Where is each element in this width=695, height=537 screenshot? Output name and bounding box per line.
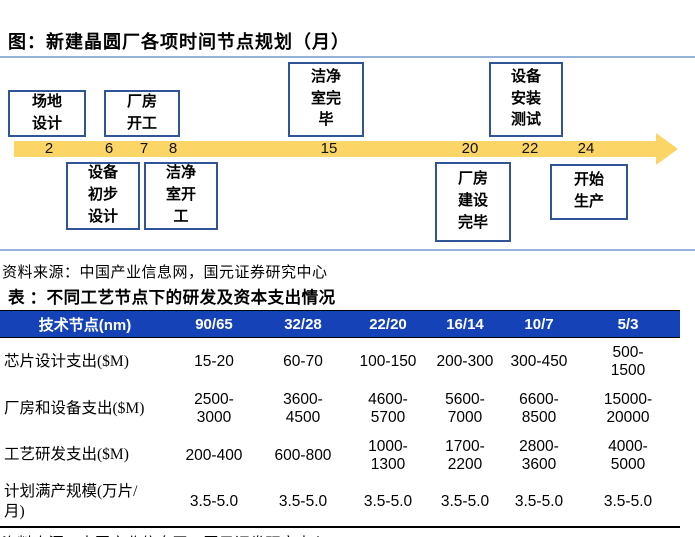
cell-value: 15-20 xyxy=(194,352,234,370)
row-label-process-rnd-spend: 工艺研发支出($M) xyxy=(4,446,129,464)
cell-value: 600-800 xyxy=(274,446,332,464)
timeline-tick-2: 2 xyxy=(44,140,54,157)
cell-value: 2800- 3600 xyxy=(519,437,559,473)
milestone-equip-prelim-design: 设备 初步 设计 xyxy=(66,162,140,230)
col-header-1614: 16/14 xyxy=(428,310,502,338)
cell-value: 3.5-5.0 xyxy=(189,493,239,511)
cell-value: 3.5-5.0 xyxy=(603,493,653,511)
cell-value: 60-70 xyxy=(283,352,323,370)
cell-value: 4000- 5000 xyxy=(608,437,648,473)
cell-value: 3.5-5.0 xyxy=(440,493,490,511)
milestone-plant-complete: 厂房 建设 完毕 xyxy=(435,162,511,242)
row-label-plant-equip-spend: 厂房和设备支出($M) xyxy=(4,399,145,417)
table-row: 工艺研发支出($M) 200-400 600-800 1000- 1300 17… xyxy=(0,433,680,479)
cell-value: 1000- 1300 xyxy=(368,437,408,473)
clipped-bottom-source-note: 资料来源：中国产业信息网，国元证券研究中心 xyxy=(2,532,328,537)
col-header-53: 5/3 xyxy=(576,310,680,338)
timeline-tick-15: 15 xyxy=(320,140,338,157)
table-title: 表 ：不同工艺节点下的研发及资本支出情况 xyxy=(8,288,336,307)
timeline-tick-24: 24 xyxy=(577,140,595,157)
timeline-tick-8: 8 xyxy=(168,140,178,157)
title-separator-line xyxy=(0,56,695,58)
cell-value: 3600- 4500 xyxy=(283,391,323,426)
cell-value: 2500- 3000 xyxy=(194,391,234,426)
cell-value: 4600- 5700 xyxy=(368,391,408,426)
row-label-chip-design: 芯片设计支出($M) xyxy=(4,352,129,370)
col-header-9065: 90/65 xyxy=(170,310,258,338)
milestone-cleanroom-done: 洁净 室完 毕 xyxy=(288,62,364,137)
cell-value: 6600- 8500 xyxy=(519,391,559,426)
table-row: 计划满产规模(万片/ 月) 3.5-5.0 3.5-5.0 3.5-5.0 3.… xyxy=(0,479,680,527)
milestone-cleanroom-start: 洁净 室开 工 xyxy=(144,162,218,230)
cell-value: 3.5-5.0 xyxy=(514,493,564,511)
milestone-production-start: 开始 生产 xyxy=(550,164,628,220)
milestone-equip-install-test: 设备 安装 测试 xyxy=(489,62,563,137)
col-header-107: 10/7 xyxy=(502,310,576,338)
timeline-tick-22: 22 xyxy=(521,140,539,157)
timeline-arrow-band xyxy=(14,141,656,157)
cell-value: 3.5-5.0 xyxy=(363,493,413,511)
table-row: 芯片设计支出($M) 15-20 60-70 100-150 200-300 3… xyxy=(0,338,680,386)
cell-value: 5600- 7000 xyxy=(445,391,485,426)
cell-value: 500- 1500 xyxy=(610,343,646,379)
cell-value: 200-400 xyxy=(185,446,243,464)
timeline-arrow-head-icon xyxy=(656,133,678,165)
timeline-tick-20: 20 xyxy=(461,140,479,157)
source-note: 资料来源：中国产业信息网，国元证券研究中心 xyxy=(2,265,328,281)
process-node-spend-table: 技术节点(nm) 90/65 32/28 22/20 16/14 10/7 5/… xyxy=(0,310,680,528)
cell-value: 300-450 xyxy=(510,352,568,370)
row-label-planned-capacity: 计划满产规模(万片/ 月) xyxy=(4,482,138,520)
cell-value: 15000- 20000 xyxy=(603,391,653,426)
section-separator-line xyxy=(0,249,695,251)
cell-value: 3.5-5.0 xyxy=(278,493,328,511)
milestone-site-design: 场地 设计 xyxy=(8,90,86,137)
timeline-tick-6: 6 xyxy=(104,140,114,157)
cell-value: 100-150 xyxy=(359,352,417,370)
col-header-2220: 22/20 xyxy=(348,310,428,338)
figure-title: 图：新建晶圆厂各项时间节点规划（月） xyxy=(8,32,350,52)
fab-timeline-diagram: 场地 设计 厂房 开工 洁净 室完 毕 设备 安装 测试 2 6 7 8 15 … xyxy=(0,58,695,248)
milestone-plant-start: 厂房 开工 xyxy=(104,90,180,137)
col-header-node: 技术节点(nm) xyxy=(0,310,170,338)
cell-value: 200-300 xyxy=(436,352,494,370)
table-row: 厂房和设备支出($M) 2500- 3000 3600- 4500 4600- … xyxy=(0,386,680,433)
timeline-tick-7: 7 xyxy=(139,140,149,157)
table-header-row: 技术节点(nm) 90/65 32/28 22/20 16/14 10/7 5/… xyxy=(0,310,680,338)
cell-value: 1700- 2200 xyxy=(445,437,485,473)
col-header-3228: 32/28 xyxy=(258,310,348,338)
